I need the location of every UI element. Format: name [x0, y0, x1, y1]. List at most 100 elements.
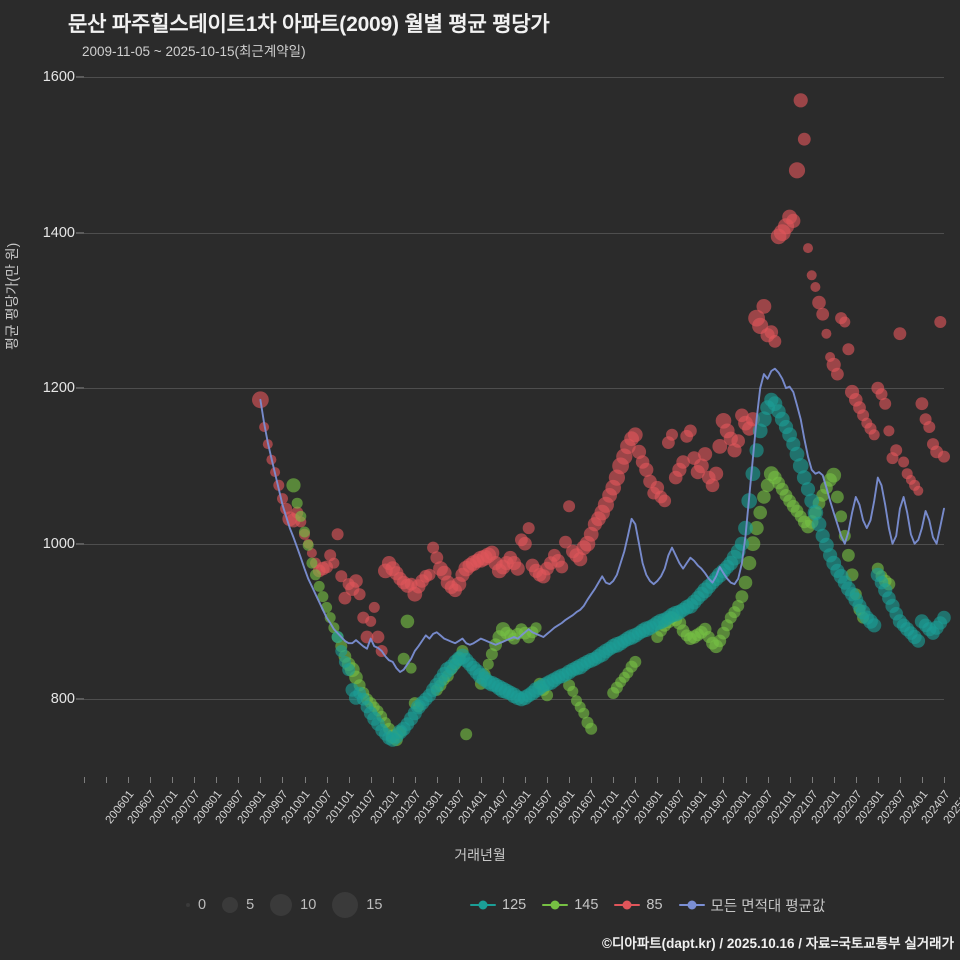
data-point	[842, 343, 855, 356]
data-point	[810, 282, 821, 292]
legend-label: 85	[646, 897, 663, 913]
chart-subtitle: 2009-11-05 ~ 2025-10-15(최근계약일)	[82, 44, 306, 59]
size-legend-label: 0	[198, 897, 207, 913]
data-point	[313, 580, 325, 592]
data-point	[756, 299, 772, 314]
data-point	[811, 516, 827, 532]
plot-area: 800 1000 1200 1400 1600 200601 200607 200701 20…	[43, 69, 960, 826]
x-tick-mark	[128, 777, 130, 783]
data-point	[831, 367, 844, 381]
data-point	[573, 552, 588, 567]
data-point	[585, 722, 598, 735]
data-point	[518, 536, 532, 551]
size-legend-item: 0	[186, 897, 222, 913]
data-point	[353, 588, 366, 601]
data-point	[694, 458, 709, 474]
data-point	[405, 662, 417, 674]
x-tick-mark	[767, 777, 769, 783]
size-legend-bubble-icon	[222, 897, 239, 913]
data-point	[629, 655, 642, 668]
data-point	[567, 685, 579, 697]
data-point	[299, 526, 310, 538]
data-point	[826, 467, 842, 483]
data-point	[317, 591, 329, 603]
x-tick-mark	[811, 777, 813, 783]
data-point	[331, 528, 344, 541]
data-point	[627, 427, 643, 443]
series-125	[331, 392, 951, 747]
x-tick-mark	[458, 777, 460, 783]
legend-item-125[interactable]: 125	[470, 897, 526, 913]
legend-dot-icon	[478, 900, 488, 910]
x-tick-mark	[547, 777, 549, 783]
data-point	[923, 421, 936, 433]
x-tick-mark	[745, 777, 747, 783]
y-tick-label: 1000	[42, 535, 75, 552]
series-legend: 125 145 85 모든 면적대 평균값	[470, 890, 825, 920]
page-title: 문산 파주힐스테이트1차 아파트(2009) 월별 평균 평당가	[68, 13, 550, 36]
data-point	[731, 434, 745, 448]
x-tick-mark	[569, 777, 571, 783]
y-tick-label: 800	[50, 691, 75, 708]
size-legend-label: 15	[366, 897, 383, 913]
y-tick-label: 1200	[42, 380, 75, 397]
copyright-footer: ©디아파트(dapt.kr) / 2025.10.16 / 자료=국토교통부 실…	[602, 936, 954, 951]
data-point	[745, 536, 761, 552]
legend-dot-icon	[687, 900, 697, 910]
data-point	[937, 610, 951, 625]
data-point	[835, 510, 848, 523]
x-tick-mark	[855, 777, 857, 783]
data-point	[423, 568, 436, 581]
data-point	[749, 443, 764, 458]
data-point	[867, 618, 882, 633]
legend-line-swatch-icon	[470, 900, 496, 910]
data-point	[291, 497, 303, 509]
y-tick-mark	[76, 543, 84, 545]
data-point	[821, 328, 832, 339]
data-point	[578, 707, 590, 719]
size-legend: 0 5 10 15	[186, 890, 398, 920]
data-point	[328, 557, 340, 569]
data-point	[749, 521, 764, 536]
x-tick-mark	[657, 777, 659, 783]
x-tick-mark	[877, 777, 879, 783]
data-point	[735, 590, 749, 603]
x-tick-mark	[789, 777, 791, 783]
y-tick-mark	[76, 232, 84, 234]
x-tick-mark	[591, 777, 593, 783]
legend-item-모든 면적대 평균값[interactable]: 모든 면적대 평균값	[678, 895, 825, 916]
x-tick-mark	[216, 777, 218, 783]
data-point	[913, 485, 924, 496]
legend-item-145[interactable]: 145	[542, 897, 598, 913]
data-point	[797, 132, 811, 146]
data-point	[786, 213, 801, 228]
size-legend-bubble-icon	[270, 894, 293, 916]
x-tick-mark	[723, 777, 725, 783]
data-point	[310, 569, 321, 581]
x-tick-mark	[392, 777, 394, 783]
data-point	[295, 510, 307, 522]
data-point	[306, 557, 318, 569]
data-point	[792, 458, 809, 474]
x-tick-mark	[304, 777, 306, 783]
series-layer	[252, 93, 951, 747]
y-tick-mark	[76, 387, 84, 389]
size-legend-item: 15	[332, 892, 398, 918]
x-tick-mark	[370, 777, 372, 783]
data-point	[868, 429, 880, 441]
data-point	[890, 444, 903, 457]
data-point	[934, 316, 947, 328]
data-point	[883, 425, 895, 437]
x-tick-mark	[260, 777, 262, 783]
x-tick-mark	[502, 777, 504, 783]
data-point	[915, 397, 929, 411]
data-point	[879, 397, 892, 410]
gridline	[84, 388, 944, 390]
x-tick-mark	[348, 777, 350, 783]
x-tick-mark	[436, 777, 438, 783]
data-point	[806, 270, 817, 281]
x-tick-mark	[833, 777, 835, 783]
data-point	[368, 601, 380, 613]
legend-item-85[interactable]: 85	[614, 897, 663, 913]
data-point	[734, 536, 750, 551]
